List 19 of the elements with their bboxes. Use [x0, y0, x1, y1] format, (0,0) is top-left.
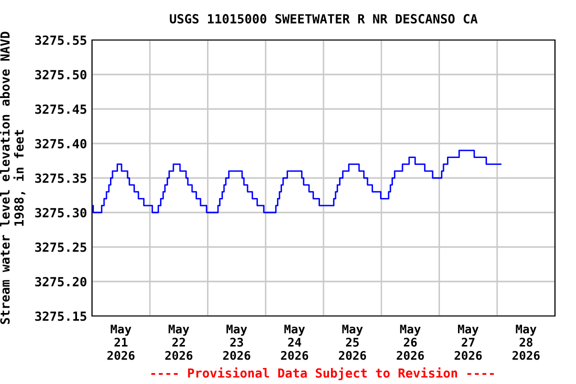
y-tick-label: 3275.40: [35, 138, 86, 148]
x-tick-label: May 21 2026: [107, 324, 135, 360]
text: ---- Provisional Data Subject to Revision ----: [151, 367, 494, 380]
y-tick-label: 3275.20: [35, 276, 86, 286]
y-tick-label: 3275.35: [35, 173, 86, 183]
y-tick-label: 3275.25: [35, 242, 86, 252]
x-tick-label: May 24 2026: [281, 324, 308, 360]
chart-title: USGS 11015000 SWEETWATER R NR DESCANSO CA: [170, 14, 478, 24]
x-tick-label: May 28 2026: [512, 324, 540, 360]
x-tick-label: May 25 2026: [338, 324, 366, 360]
x-tick-label: May 27 2026: [454, 324, 482, 360]
x-tick-label: May 22 2026: [165, 324, 192, 360]
y-tick-label: 3275.45: [35, 104, 86, 114]
y-tick-label: 3275.15: [35, 311, 86, 321]
y-tick-label: 3275.50: [35, 70, 86, 80]
x-tick-label: May 26 2026: [396, 324, 424, 360]
y-tick-label: 3275.30: [35, 208, 86, 218]
x-tick-label: May 23 2026: [223, 324, 250, 360]
y-tick-label: 3275.55: [35, 35, 86, 45]
